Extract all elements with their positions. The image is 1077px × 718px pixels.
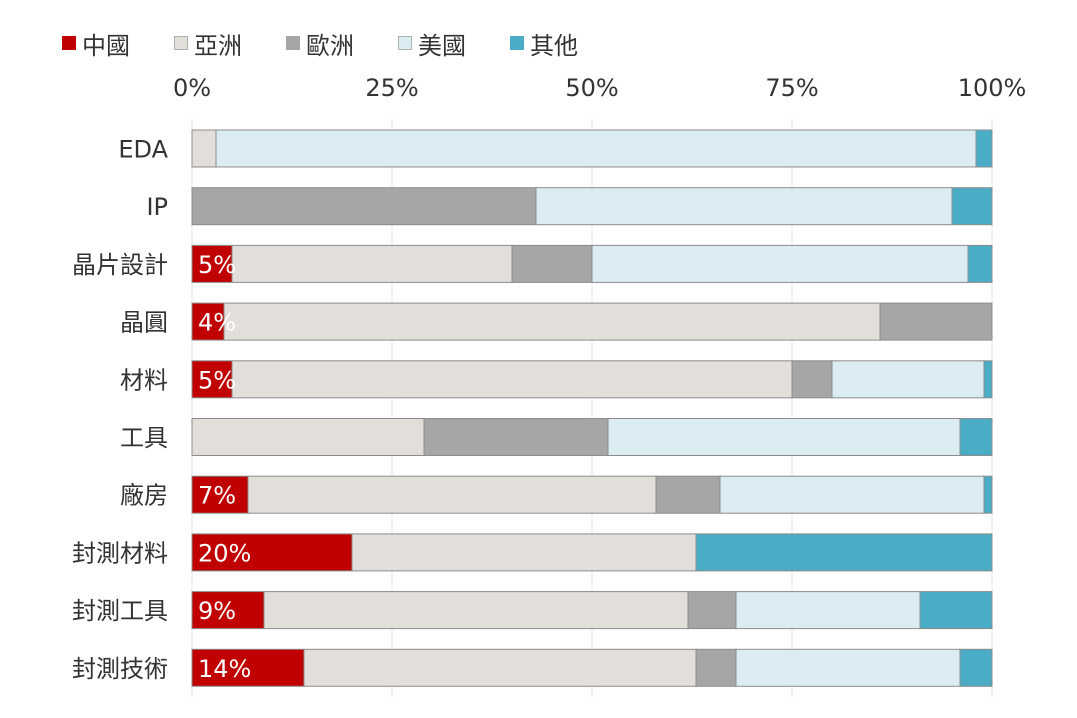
bar-segment	[535, 187, 953, 226]
x-tick-label: 25%	[365, 74, 418, 102]
bar-segment	[831, 360, 985, 399]
bar-segment	[191, 187, 537, 226]
bar-segment	[223, 302, 881, 341]
legend-swatch	[510, 36, 524, 50]
bar-segment	[191, 418, 425, 456]
bar-segment	[191, 360, 233, 399]
legend-swatch	[174, 36, 188, 50]
bar-segment	[695, 648, 737, 687]
legend-swatch	[286, 36, 300, 50]
bar-segment	[919, 591, 993, 630]
bar-segment	[951, 187, 993, 226]
category-label: 封測材料	[72, 539, 168, 567]
legend-swatch	[62, 36, 76, 50]
bar-segment	[983, 475, 993, 514]
bar-segment	[655, 475, 721, 514]
bar-segment	[975, 129, 993, 168]
bar-segment	[263, 591, 689, 630]
bar-segment	[191, 244, 233, 283]
x-tick-label: 0%	[173, 74, 211, 102]
bar-segment	[231, 244, 513, 283]
bar-segment	[983, 360, 993, 399]
bar-segment	[351, 533, 697, 572]
bar-segment	[687, 591, 737, 630]
category-label: 封測工具	[72, 597, 168, 625]
x-tick-label: 75%	[765, 74, 818, 102]
bar-segment	[879, 302, 993, 341]
legend-item: 中國	[62, 26, 130, 61]
legend-label: 其他	[530, 31, 578, 60]
category-label: EDA	[118, 136, 168, 164]
category-label: 材料	[120, 366, 168, 394]
data-label: 9%	[198, 597, 236, 625]
bar-segment	[215, 129, 977, 168]
category-label: 工具	[120, 424, 168, 452]
category-label: 晶圓	[120, 309, 168, 337]
bar-segment	[959, 418, 993, 456]
x-tick-label: 100%	[958, 74, 1027, 102]
category-label: 晶片設計	[72, 251, 168, 279]
bar-segment	[191, 129, 217, 168]
bar-segment	[591, 244, 969, 283]
bar-segment	[735, 648, 961, 687]
bar-segment	[231, 360, 793, 399]
category-label: 廠房	[120, 482, 168, 510]
legend-item: 美國	[398, 26, 466, 61]
data-label: 7%	[198, 482, 236, 510]
bar-segment	[511, 244, 593, 283]
bar-segment	[967, 244, 993, 283]
legend-item: 其他	[510, 26, 578, 61]
x-tick-label: 50%	[565, 74, 618, 102]
category-label: 封測技術	[72, 655, 168, 683]
data-label: 5%	[198, 251, 236, 279]
bar-segment	[247, 475, 657, 514]
legend-label: 歐洲	[306, 31, 354, 60]
legend-swatch	[398, 36, 412, 50]
bar-segment	[695, 533, 993, 572]
bar-segment	[959, 648, 993, 687]
data-label: 4%	[198, 309, 236, 337]
bar-segment	[191, 648, 305, 687]
legend-label: 亞洲	[194, 31, 242, 60]
bar-segment	[303, 648, 697, 687]
bar-segment	[735, 591, 921, 630]
legend-label: 中國	[82, 31, 130, 60]
bar-segment	[191, 533, 353, 572]
legend-item: 歐洲	[286, 26, 354, 61]
data-label: 20%	[198, 539, 251, 567]
bar-segment	[607, 418, 961, 456]
bar-segment	[423, 418, 609, 456]
data-label: 14%	[198, 655, 251, 683]
bar-segment	[791, 360, 833, 399]
legend-label: 美國	[418, 31, 466, 60]
category-label: IP	[146, 193, 168, 221]
data-label: 5%	[198, 366, 236, 394]
bar-segment	[719, 475, 985, 514]
legend: 中國 亞洲 歐洲 美國 其他	[62, 26, 622, 60]
legend-item: 亞洲	[174, 26, 242, 61]
